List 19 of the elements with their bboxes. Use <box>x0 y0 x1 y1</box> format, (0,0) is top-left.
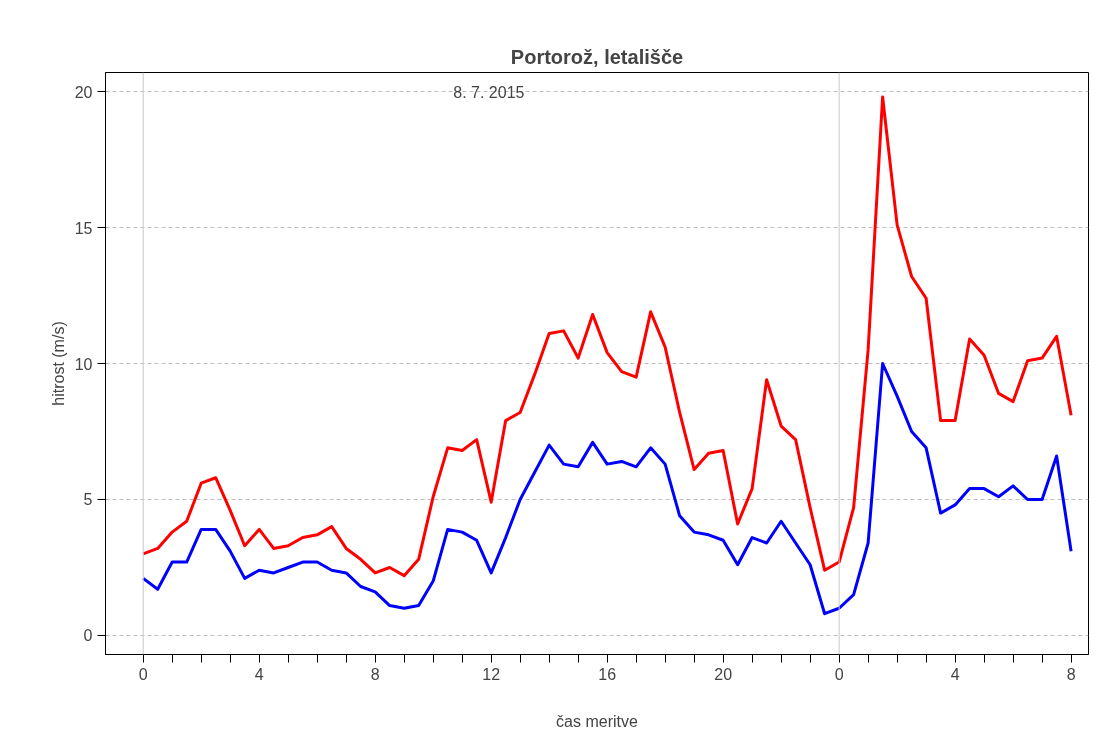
x-tick-label: 8 <box>370 665 380 683</box>
x-tick-label: 0 <box>834 665 844 683</box>
y-tick-label: 0 <box>83 627 93 645</box>
line-series <box>141 362 1073 616</box>
x-tick-label: 16 <box>598 665 617 683</box>
x-tick-label: 12 <box>482 665 501 683</box>
annotation: 8. 7. 2015 <box>453 83 525 101</box>
x-tick-label: 0 <box>138 665 148 683</box>
x-tick-label: 4 <box>254 665 264 683</box>
chart-title: Portorož, letališče <box>510 45 684 68</box>
x-axis-title: čas meritve <box>556 712 638 730</box>
x-tick-label: 20 <box>714 665 733 683</box>
y-tick-label: 15 <box>74 219 93 237</box>
x-tick-label: 4 <box>950 665 960 683</box>
y-tick-label: 20 <box>74 83 93 101</box>
y-tick-label: 10 <box>74 355 93 373</box>
x-tick-label: 8 <box>1066 665 1076 683</box>
y-axis-title: hitrost (m/s) <box>49 321 67 406</box>
y-tick-label: 5 <box>83 491 93 509</box>
